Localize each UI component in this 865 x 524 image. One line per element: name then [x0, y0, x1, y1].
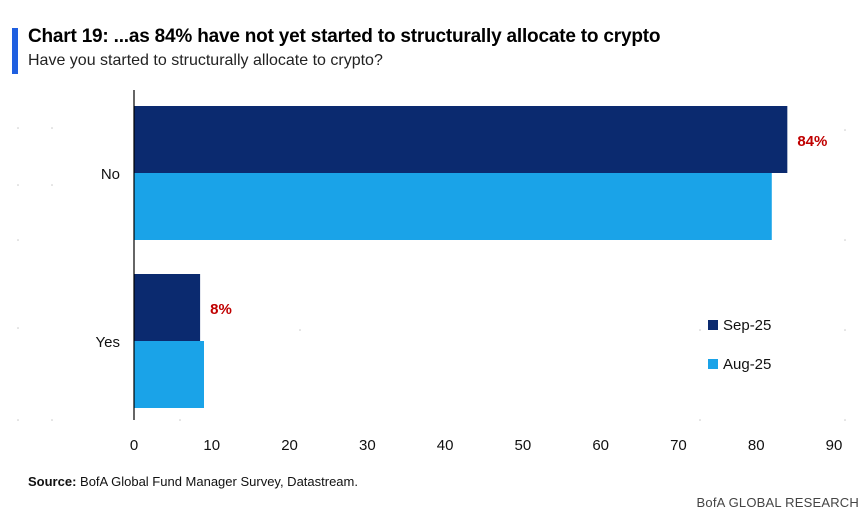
legend-label-sep-25: Sep-25 [723, 317, 771, 334]
annotation-yes: 8% [210, 301, 232, 318]
background-dot [844, 129, 846, 131]
x-tick-label: 20 [281, 437, 298, 454]
chart-title: Chart 19: ...as 84% have not yet started… [28, 26, 661, 47]
background-dot [699, 419, 701, 421]
source-label: Source: [28, 474, 77, 489]
background-dot [51, 419, 53, 421]
chart-subtitle: Have you started to structurally allocat… [28, 52, 383, 69]
bar-aug-25-no [134, 173, 772, 240]
legend-label-aug-25: Aug-25 [723, 356, 771, 373]
background-dot [17, 127, 19, 129]
source-text: BofA Global Fund Manager Survey, Datastr… [80, 474, 358, 489]
bar-sep-25-yes [134, 274, 201, 341]
x-tick-label: 70 [670, 437, 687, 454]
bar-sep-25-no [134, 106, 788, 173]
background-dot [17, 184, 19, 186]
x-tick-label: 90 [826, 437, 843, 454]
x-tick-label: 50 [515, 437, 532, 454]
background-dot [299, 329, 301, 331]
background-dot [699, 329, 701, 331]
x-tick-label: 60 [592, 437, 609, 454]
annotation-no: 84% [797, 133, 827, 150]
x-tick-label: 10 [203, 437, 220, 454]
background-dot [844, 419, 846, 421]
bar-chart: No Yes 0 10 20 30 40 50 60 70 80 90 84% 8% Sep-25 Aug-2… [17, 90, 846, 454]
legend-swatch-sep-25 [708, 320, 718, 330]
background-dot [17, 327, 19, 329]
background-dot [51, 184, 53, 186]
brand-footer: BofA GLOBAL RESEARCH [696, 495, 859, 510]
title-accent-bar [12, 28, 18, 74]
x-tick-label: 30 [359, 437, 376, 454]
bar-aug-25-yes [134, 341, 204, 408]
category-label-yes: Yes [96, 334, 120, 351]
x-tick-label: 80 [748, 437, 765, 454]
background-dot [17, 419, 19, 421]
background-dot [51, 127, 53, 129]
category-label-no: No [101, 166, 120, 183]
background-dot [179, 419, 181, 421]
legend-swatch-aug-25 [708, 359, 718, 369]
x-tick-label: 0 [130, 437, 138, 454]
x-tick-label: 40 [437, 437, 454, 454]
background-dot [844, 329, 846, 331]
background-dot [844, 239, 846, 241]
background-dot [17, 239, 19, 241]
source-note: Source: BofA Global Fund Manager Survey,… [28, 474, 358, 489]
